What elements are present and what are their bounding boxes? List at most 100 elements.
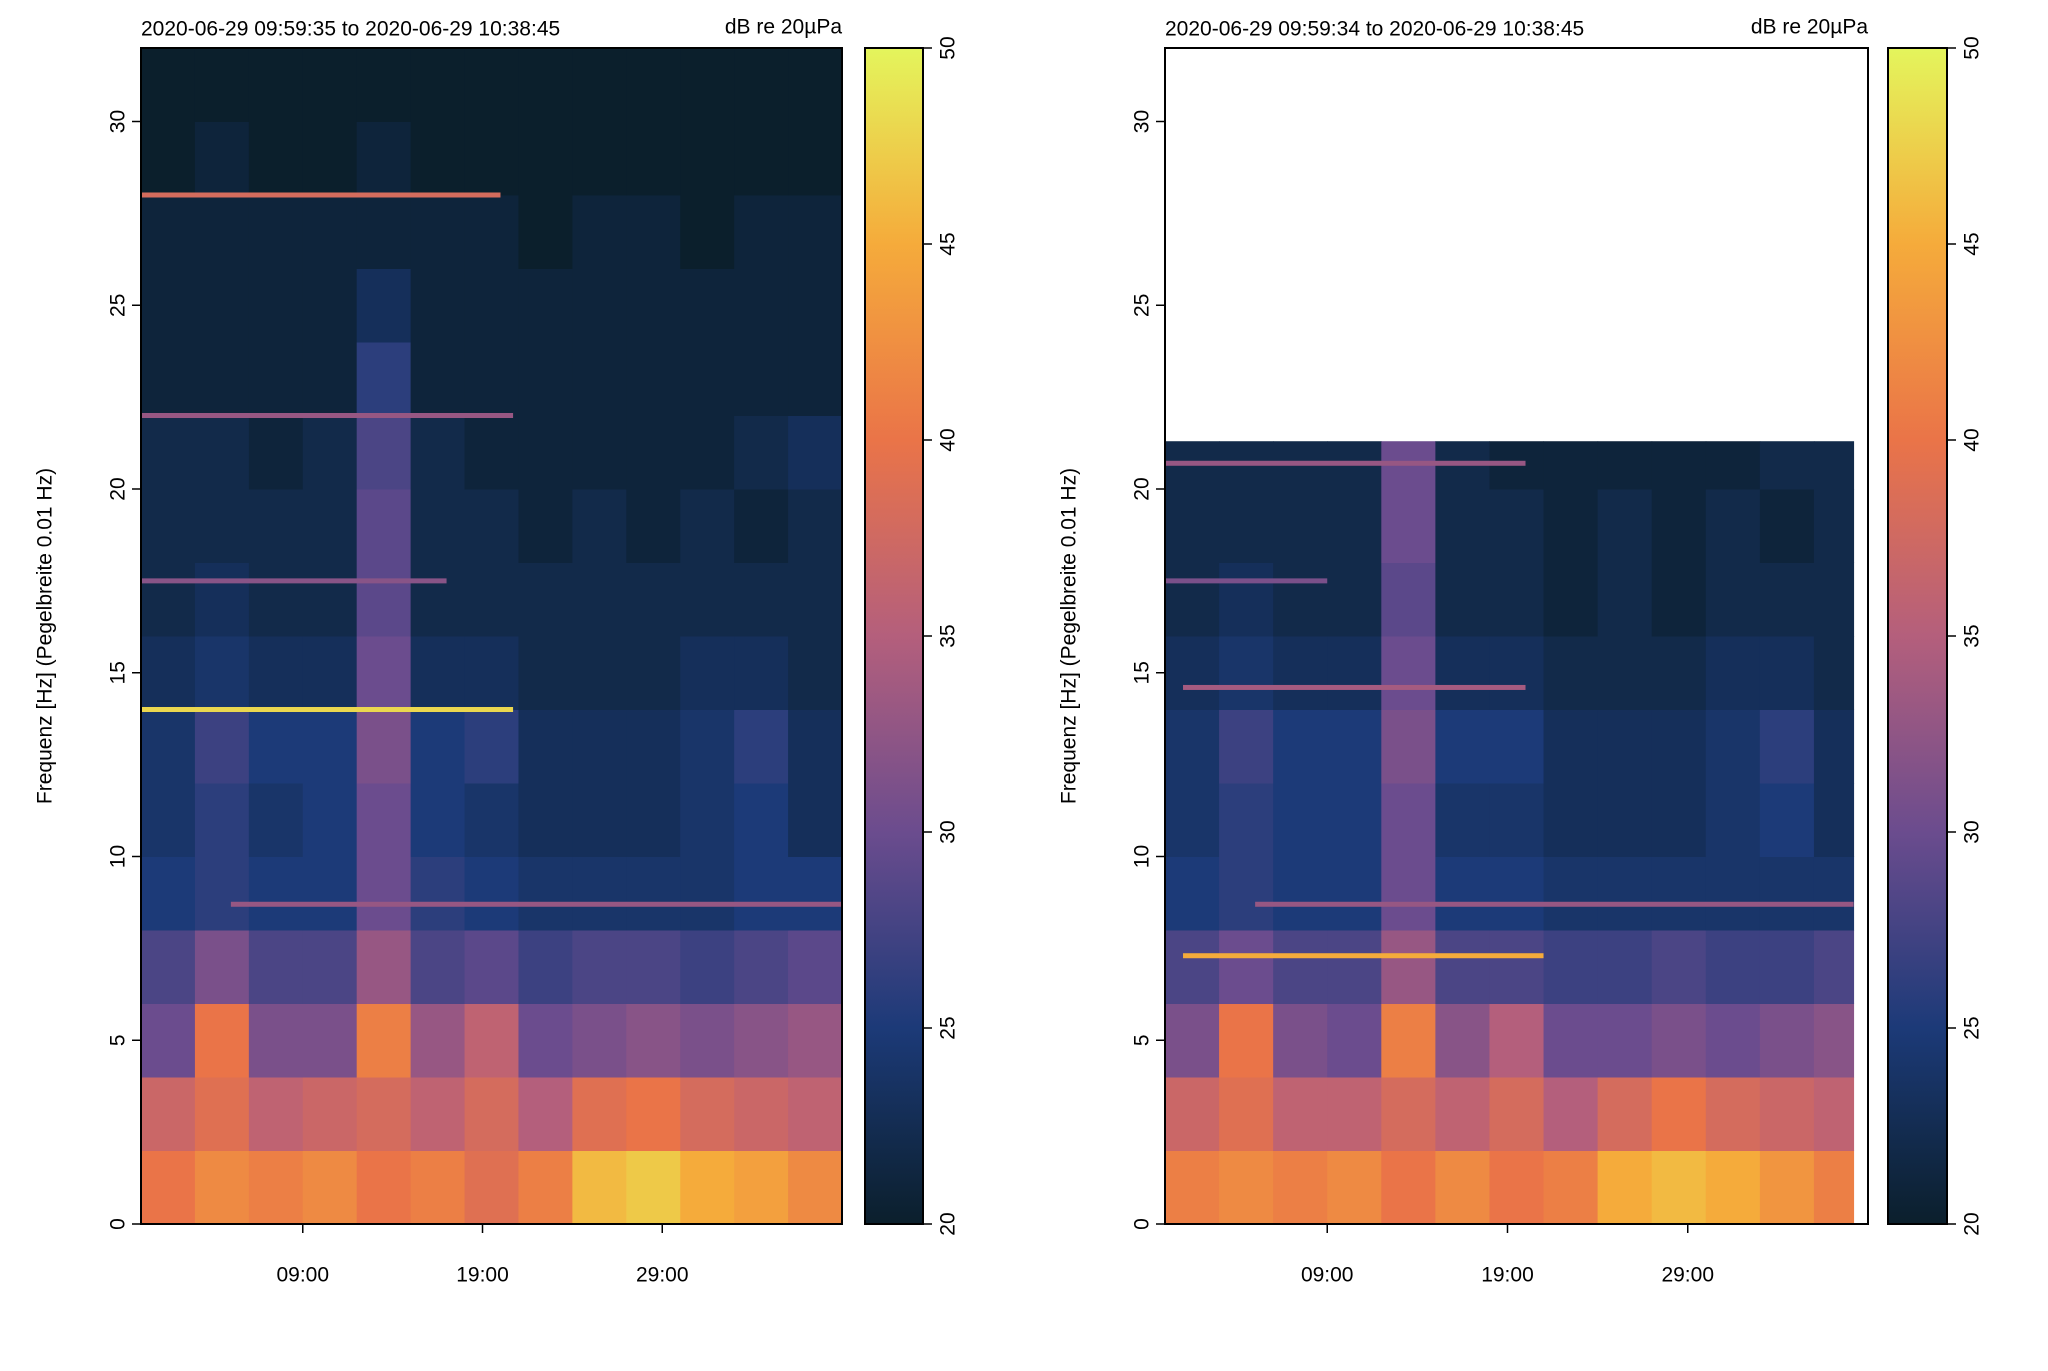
heatmap-cell — [572, 48, 627, 122]
heatmap-cell — [410, 48, 466, 122]
heatmap-cell — [1381, 856, 1436, 931]
heatmap-cell — [141, 415, 196, 490]
colorbar-tick-label: 35 — [1961, 624, 1984, 647]
heatmap-cell — [141, 709, 196, 784]
heatmap-cell — [572, 415, 627, 490]
heatmap-cell — [1273, 709, 1328, 784]
heatmap-cell — [518, 930, 573, 1004]
heatmap-cell — [1813, 1077, 1855, 1151]
heatmap-cell — [464, 636, 519, 710]
heatmap-cell — [1759, 562, 1815, 637]
heatmap-cell — [626, 636, 681, 710]
heatmap-cell — [1165, 1003, 1220, 1078]
heatmap-cell — [302, 415, 358, 490]
heatmap-cell — [1813, 489, 1855, 563]
panel-title: 2020-06-29 09:59:35 to 2020-06-29 10:38:… — [141, 18, 560, 41]
heatmap-cell — [1219, 856, 1274, 931]
heatmap-cell — [1543, 1003, 1599, 1078]
heatmap-cell — [194, 268, 250, 343]
y-tick-label: 10 — [1131, 845, 1154, 868]
heatmap-cell — [518, 489, 573, 563]
heatmap-cell — [518, 1003, 573, 1078]
heatmap-cell — [734, 709, 789, 784]
heatmap-cell — [302, 489, 358, 563]
colorbar-tick-label: 20 — [1961, 1212, 1984, 1235]
tone-line — [230, 901, 842, 907]
heatmap-cell — [734, 930, 789, 1004]
heatmap-cell — [410, 856, 466, 931]
heatmap-cell — [1705, 1077, 1761, 1151]
heatmap-cell — [194, 636, 250, 710]
heatmap-cell — [734, 195, 789, 269]
tone-line — [1183, 684, 1526, 690]
heatmap-cell — [1489, 489, 1545, 563]
heatmap-cell — [1381, 1003, 1436, 1078]
heatmap-cell — [141, 930, 196, 1004]
heatmap-cell — [518, 562, 573, 637]
y-tick-label: 20 — [1131, 477, 1154, 500]
heatmap-cell — [1273, 1150, 1328, 1225]
heatmap-cell — [464, 195, 519, 269]
heatmap-cell — [410, 1077, 466, 1151]
heatmap-cell — [1759, 489, 1815, 563]
heatmap-cell — [356, 562, 412, 637]
heatmap-cell — [1651, 1003, 1707, 1078]
heatmap-cell — [1435, 709, 1490, 784]
heatmap-cell — [1327, 709, 1382, 784]
heatmap-cell — [1597, 1077, 1653, 1151]
heatmap-cell — [1219, 489, 1274, 563]
heatmap-cell — [1651, 709, 1707, 784]
heatmap-cell — [680, 489, 735, 563]
heatmap-cell — [1435, 489, 1490, 563]
heatmap-cell — [734, 636, 789, 710]
heatmap-cell — [680, 783, 735, 857]
heatmap-cell — [1705, 489, 1761, 563]
heatmap-cell — [464, 930, 519, 1004]
heatmap-cell — [1597, 1150, 1653, 1225]
heatmap-cell — [410, 709, 466, 784]
heatmap-cell — [1273, 1077, 1328, 1151]
heatmap-cell — [194, 489, 250, 563]
heatmap-cell — [788, 342, 843, 416]
heatmap-cell — [626, 856, 681, 931]
y-tick-label: 30 — [1131, 110, 1154, 133]
heatmap-cell — [1489, 709, 1545, 784]
tone-line — [1255, 901, 1854, 907]
heatmap-cell — [194, 1003, 250, 1078]
heatmap-cell — [626, 783, 681, 857]
heatmap-cell — [1597, 489, 1653, 563]
heatmap-cell — [1543, 856, 1599, 931]
heatmap-cell — [194, 1077, 250, 1151]
colorbar-tick-label: 50 — [1961, 36, 1984, 59]
heatmap-cell — [1651, 783, 1707, 857]
colorbar-tick-label: 40 — [1961, 428, 1984, 451]
plot-frame — [140, 47, 843, 1225]
heatmap-cell — [1705, 709, 1761, 784]
heatmap-cell — [1489, 1150, 1545, 1225]
heatmap-cell — [141, 562, 196, 637]
heatmap-cell — [788, 562, 843, 637]
heatmap-cell — [626, 709, 681, 784]
heatmap-cell — [194, 562, 250, 637]
heatmap-cell — [1489, 1003, 1545, 1078]
heatmap-cell — [194, 121, 250, 196]
heatmap-cell — [1381, 1077, 1436, 1151]
panel: 0 5 10 15 20 25 30 09:00 19:00 29:00 2020-06-29 09… — [34, 16, 960, 1287]
heatmap-cell — [1543, 783, 1599, 857]
heatmap-cell — [1543, 562, 1599, 637]
heatmap-cell — [788, 489, 843, 563]
heatmap-cell — [1597, 636, 1653, 710]
heatmap-cell — [248, 195, 304, 269]
heatmap-cell — [410, 268, 466, 343]
heatmap-cell — [248, 489, 304, 563]
heatmap-cell — [680, 562, 735, 637]
heatmap-cell — [1597, 441, 1653, 490]
heatmap-cell — [626, 415, 681, 490]
heatmap-cell — [1651, 489, 1707, 563]
heatmap-cell — [1273, 856, 1328, 931]
heatmap-cell — [1165, 856, 1220, 931]
heatmap-cell — [788, 930, 843, 1004]
heatmap-cell — [248, 342, 304, 416]
heatmap-cell — [302, 930, 358, 1004]
heatmap-cell — [356, 1077, 412, 1151]
